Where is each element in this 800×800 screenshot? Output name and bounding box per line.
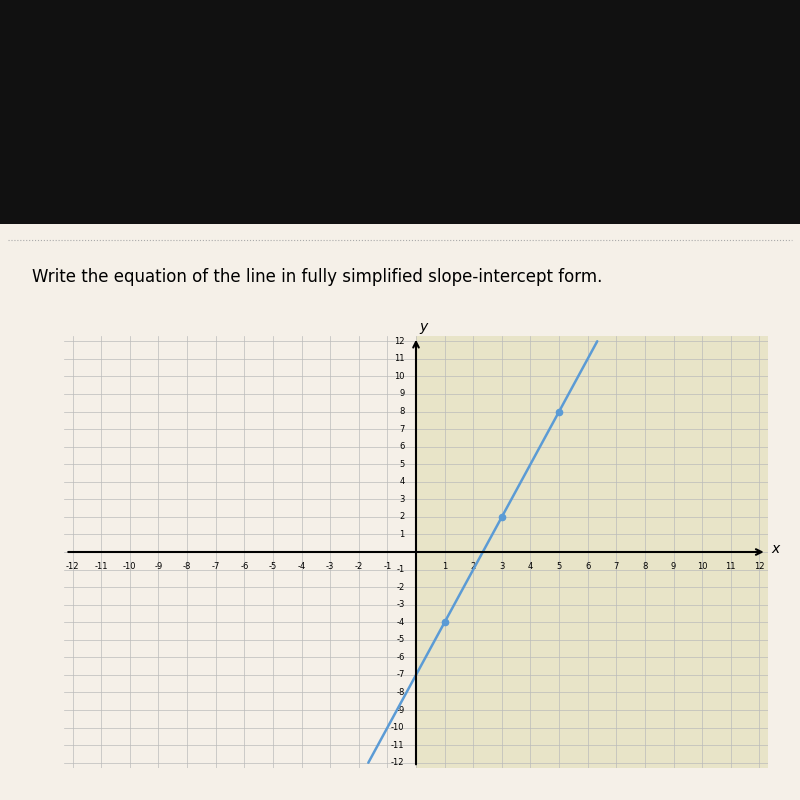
Text: 2: 2 (399, 512, 405, 522)
Text: -10: -10 (391, 723, 405, 732)
Text: -12: -12 (66, 562, 79, 570)
Text: -5: -5 (269, 562, 277, 570)
Text: -3: -3 (326, 562, 334, 570)
Text: -2: -2 (354, 562, 363, 570)
Text: -11: -11 (391, 741, 405, 750)
Text: 12: 12 (754, 562, 765, 570)
Text: 7: 7 (399, 425, 405, 434)
Text: 1: 1 (399, 530, 405, 539)
Text: -9: -9 (396, 706, 405, 714)
Text: 9: 9 (671, 562, 676, 570)
Text: 4: 4 (399, 478, 405, 486)
Text: -12: -12 (391, 758, 405, 767)
Text: -7: -7 (396, 670, 405, 679)
Text: 6: 6 (585, 562, 590, 570)
Text: -10: -10 (123, 562, 137, 570)
Text: 3: 3 (399, 495, 405, 504)
Text: -2: -2 (396, 582, 405, 592)
Text: 6: 6 (399, 442, 405, 451)
Text: Write the equation of the line in fully simplified slope-intercept form.: Write the equation of the line in fully … (32, 268, 602, 286)
Text: -11: -11 (94, 562, 108, 570)
Text: x: x (771, 542, 779, 556)
Text: -6: -6 (396, 653, 405, 662)
Text: -5: -5 (396, 635, 405, 644)
Text: -8: -8 (183, 562, 191, 570)
Text: 7: 7 (614, 562, 619, 570)
Text: -9: -9 (154, 562, 162, 570)
Text: 2: 2 (470, 562, 476, 570)
Bar (416, 336, 768, 768)
Text: -6: -6 (240, 562, 249, 570)
Text: 11: 11 (394, 354, 405, 363)
Text: 5: 5 (557, 562, 562, 570)
Text: -8: -8 (396, 688, 405, 697)
Text: y: y (419, 320, 427, 334)
Text: 8: 8 (399, 407, 405, 416)
Text: 3: 3 (499, 562, 505, 570)
Text: 8: 8 (642, 562, 648, 570)
Text: 11: 11 (726, 562, 736, 570)
Text: 5: 5 (399, 460, 405, 469)
Text: -3: -3 (396, 600, 405, 609)
Text: 9: 9 (399, 390, 405, 398)
Text: -1: -1 (396, 565, 405, 574)
Text: 10: 10 (697, 562, 707, 570)
Text: 12: 12 (394, 337, 405, 346)
Text: 4: 4 (528, 562, 533, 570)
Text: -4: -4 (298, 562, 306, 570)
Text: 10: 10 (394, 372, 405, 381)
Text: -7: -7 (211, 562, 220, 570)
Text: -1: -1 (383, 562, 391, 570)
Text: -4: -4 (396, 618, 405, 626)
Text: 1: 1 (442, 562, 447, 570)
